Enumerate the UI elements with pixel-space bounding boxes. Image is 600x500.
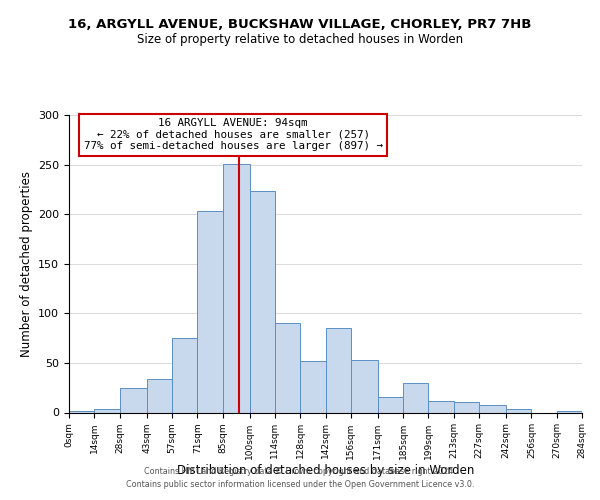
Bar: [223, 164, 250, 412]
Text: 16 ARGYLL AVENUE: 94sqm
← 22% of detached houses are smaller (257)
77% of semi-d: 16 ARGYLL AVENUE: 94sqm ← 22% of detache…: [83, 118, 383, 151]
Text: Size of property relative to detached houses in Worden: Size of property relative to detached ho…: [137, 32, 463, 46]
Bar: [325, 328, 351, 412]
Text: 16, ARGYLL AVENUE, BUCKSHAW VILLAGE, CHORLEY, PR7 7HB: 16, ARGYLL AVENUE, BUCKSHAW VILLAGE, CHO…: [68, 18, 532, 30]
Bar: [479, 404, 506, 412]
Bar: [172, 338, 197, 412]
Bar: [275, 324, 300, 412]
Bar: [300, 361, 325, 412]
Text: Contains HM Land Registry data © Crown copyright and database right 2024.: Contains HM Land Registry data © Crown c…: [144, 467, 456, 476]
Bar: [250, 192, 275, 412]
Bar: [351, 360, 378, 412]
Bar: [146, 379, 172, 412]
Bar: [119, 388, 146, 412]
Y-axis label: Number of detached properties: Number of detached properties: [20, 171, 32, 357]
Bar: [428, 400, 454, 412]
Text: Contains public sector information licensed under the Open Government Licence v3: Contains public sector information licen…: [126, 480, 474, 489]
Bar: [506, 408, 532, 412]
Bar: [69, 410, 94, 412]
Bar: [557, 410, 582, 412]
Bar: [197, 211, 223, 412]
Bar: [403, 383, 428, 412]
Bar: [94, 408, 119, 412]
X-axis label: Distribution of detached houses by size in Worden: Distribution of detached houses by size …: [177, 464, 474, 477]
Bar: [378, 396, 403, 412]
Bar: [454, 402, 479, 412]
